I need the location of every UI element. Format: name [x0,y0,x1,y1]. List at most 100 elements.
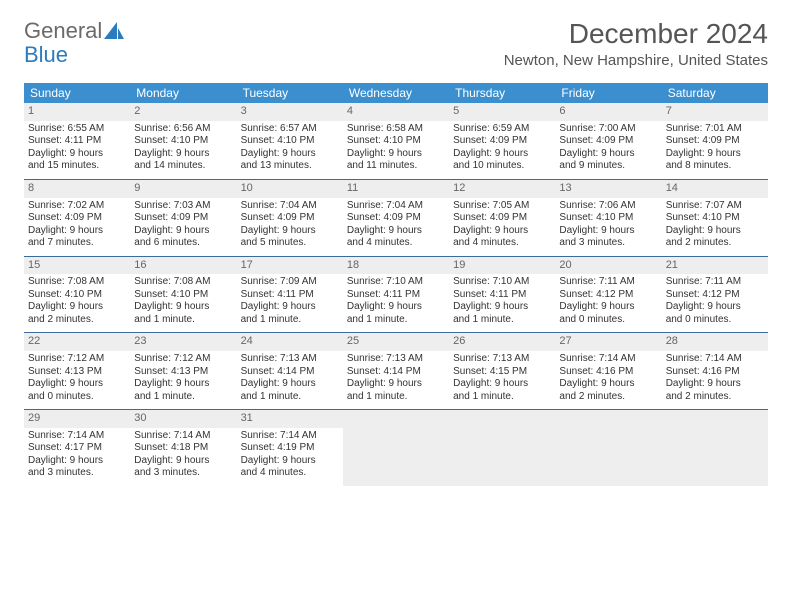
day-detail-line: Sunrise: 7:10 AM [453,276,551,289]
day-number: 17 [237,257,343,275]
dow-header: Monday [130,83,236,103]
day-number: 16 [130,257,236,275]
day-detail-line: Daylight: 9 hours [559,301,657,314]
day-detail-line: and 1 minute. [241,391,339,404]
day-detail-line: Sunset: 4:14 PM [241,366,339,379]
day-detail-line: Daylight: 9 hours [28,378,126,391]
calendar-cell: 14Sunrise: 7:07 AMSunset: 4:10 PMDayligh… [662,180,768,256]
day-detail-line: and 1 minute. [134,391,232,404]
dow-header: Friday [555,83,661,103]
day-detail-line: Sunset: 4:19 PM [241,442,339,455]
day-detail-line: Sunrise: 7:11 AM [666,276,764,289]
calendar-cell: 3Sunrise: 6:57 AMSunset: 4:10 PMDaylight… [237,103,343,179]
day-detail-line: and 1 minute. [241,314,339,327]
day-number: 29 [24,410,130,428]
day-detail-line: Sunset: 4:09 PM [453,135,551,148]
calendar-cell: 19Sunrise: 7:10 AMSunset: 4:11 PMDayligh… [449,257,555,333]
day-detail-line: Sunset: 4:13 PM [134,366,232,379]
day-detail-line: and 0 minutes. [28,391,126,404]
day-detail-line: Daylight: 9 hours [666,225,764,238]
day-detail-line: and 2 minutes. [559,391,657,404]
day-detail-line: Sunset: 4:10 PM [28,289,126,302]
calendar-cell: 12Sunrise: 7:05 AMSunset: 4:09 PMDayligh… [449,180,555,256]
day-detail-line: Sunrise: 7:04 AM [241,200,339,213]
day-detail-line: Sunrise: 6:57 AM [241,123,339,136]
day-detail-line: Sunrise: 6:58 AM [347,123,445,136]
day-detail-line: Sunrise: 7:08 AM [134,276,232,289]
day-detail-line: Sunset: 4:09 PM [559,135,657,148]
calendar-cell-pad [449,410,555,486]
day-detail-line: Sunset: 4:11 PM [241,289,339,302]
day-detail-line: Sunrise: 7:06 AM [559,200,657,213]
day-detail-line: and 5 minutes. [241,237,339,250]
day-detail-line: Sunrise: 7:12 AM [28,353,126,366]
day-detail-line: Sunset: 4:10 PM [559,212,657,225]
dow-header: Saturday [662,83,768,103]
calendar-cell: 21Sunrise: 7:11 AMSunset: 4:12 PMDayligh… [662,257,768,333]
day-number: 20 [555,257,661,275]
day-number: 25 [343,333,449,351]
day-detail-line: and 3 minutes. [134,467,232,480]
day-number: 30 [130,410,236,428]
day-detail-line: and 10 minutes. [453,160,551,173]
day-number: 9 [130,180,236,198]
logo-text-b: Blue [24,42,68,68]
day-detail-line: Daylight: 9 hours [28,455,126,468]
day-detail-line: Daylight: 9 hours [666,148,764,161]
day-number: 27 [555,333,661,351]
calendar-cell-pad [662,410,768,486]
day-detail-line: and 1 minute. [453,314,551,327]
calendar-cell: 17Sunrise: 7:09 AMSunset: 4:11 PMDayligh… [237,257,343,333]
day-detail-line: Sunset: 4:11 PM [453,289,551,302]
calendar-cell: 29Sunrise: 7:14 AMSunset: 4:17 PMDayligh… [24,410,130,486]
calendar-cell: 20Sunrise: 7:11 AMSunset: 4:12 PMDayligh… [555,257,661,333]
day-detail-line: Sunset: 4:09 PM [241,212,339,225]
calendar-cell: 11Sunrise: 7:04 AMSunset: 4:09 PMDayligh… [343,180,449,256]
day-detail-line: Sunset: 4:09 PM [347,212,445,225]
calendar-cell: 31Sunrise: 7:14 AMSunset: 4:19 PMDayligh… [237,410,343,486]
calendar-cell: 27Sunrise: 7:14 AMSunset: 4:16 PMDayligh… [555,333,661,409]
day-detail-line: and 3 minutes. [28,467,126,480]
day-detail-line: and 2 minutes. [28,314,126,327]
calendar-cell: 16Sunrise: 7:08 AMSunset: 4:10 PMDayligh… [130,257,236,333]
day-detail-line: and 6 minutes. [134,237,232,250]
calendar-cell: 1Sunrise: 6:55 AMSunset: 4:11 PMDaylight… [24,103,130,179]
day-detail-line: Sunrise: 7:04 AM [347,200,445,213]
day-number: 24 [237,333,343,351]
day-detail-line: Sunrise: 7:13 AM [453,353,551,366]
day-detail-line: and 1 minute. [347,391,445,404]
day-detail-line: Sunset: 4:12 PM [559,289,657,302]
day-detail-line: Sunrise: 7:02 AM [28,200,126,213]
day-detail-line: Daylight: 9 hours [453,301,551,314]
day-detail-line: Sunset: 4:18 PM [134,442,232,455]
day-number: 28 [662,333,768,351]
day-detail-line: Sunrise: 7:14 AM [241,430,339,443]
day-detail-line: and 13 minutes. [241,160,339,173]
day-detail-line: Daylight: 9 hours [134,378,232,391]
day-detail-line: Sunrise: 7:10 AM [347,276,445,289]
day-detail-line: and 1 minute. [453,391,551,404]
calendar-cell: 22Sunrise: 7:12 AMSunset: 4:13 PMDayligh… [24,333,130,409]
day-detail-line: Sunset: 4:15 PM [453,366,551,379]
day-detail-line: Sunset: 4:10 PM [666,212,764,225]
day-number: 14 [662,180,768,198]
day-detail-line: Sunset: 4:10 PM [134,135,232,148]
day-detail-line: Daylight: 9 hours [453,378,551,391]
day-detail-line: Sunset: 4:12 PM [666,289,764,302]
day-number: 8 [24,180,130,198]
day-detail-line: Sunset: 4:10 PM [134,289,232,302]
day-detail-line: and 4 minutes. [453,237,551,250]
day-detail-line: Sunrise: 7:13 AM [347,353,445,366]
day-detail-line: Daylight: 9 hours [453,225,551,238]
day-detail-line: Sunrise: 7:08 AM [28,276,126,289]
day-number: 26 [449,333,555,351]
day-number: 19 [449,257,555,275]
day-detail-line: Daylight: 9 hours [347,378,445,391]
day-detail-line: Sunset: 4:10 PM [347,135,445,148]
calendar-cell: 2Sunrise: 6:56 AMSunset: 4:10 PMDaylight… [130,103,236,179]
month-title: December 2024 [504,18,768,50]
day-detail-line: Sunrise: 7:01 AM [666,123,764,136]
day-detail-line: Daylight: 9 hours [559,378,657,391]
day-detail-line: and 2 minutes. [666,237,764,250]
calendar-cell-pad [343,410,449,486]
